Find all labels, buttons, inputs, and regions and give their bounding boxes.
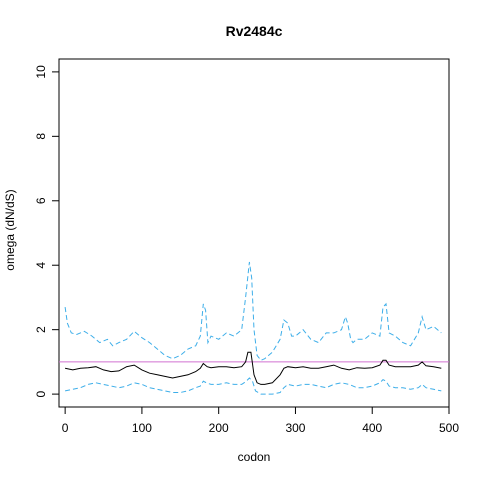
chart-title: Rv2484c	[226, 23, 283, 39]
y-tick-label: 8	[34, 133, 48, 140]
series-layer	[59, 261, 449, 395]
y-tick-label: 6	[34, 197, 48, 204]
y-tick-label: 10	[34, 65, 48, 79]
upper-ci-line	[64, 261, 442, 361]
lower-ci-line	[64, 377, 442, 395]
x-tick-label: 500	[439, 421, 459, 435]
y-axis-label: omega (dN/dS)	[3, 189, 17, 270]
y-tick-label: 4	[34, 262, 48, 269]
y-axis: 0 2 4 6 8 10	[34, 65, 60, 397]
x-tick-label: 200	[209, 421, 229, 435]
estimate-line	[64, 351, 442, 385]
x-tick-label: 0	[62, 421, 69, 435]
x-tick-label: 100	[132, 421, 152, 435]
x-axis: 0 100 200 300 400 500	[62, 406, 459, 435]
y-tick-label: 0	[34, 390, 48, 397]
x-tick-label: 300	[285, 421, 305, 435]
x-tick-label: 400	[362, 421, 382, 435]
y-tick-label: 2	[34, 326, 48, 333]
x-axis-label: codon	[238, 450, 271, 464]
